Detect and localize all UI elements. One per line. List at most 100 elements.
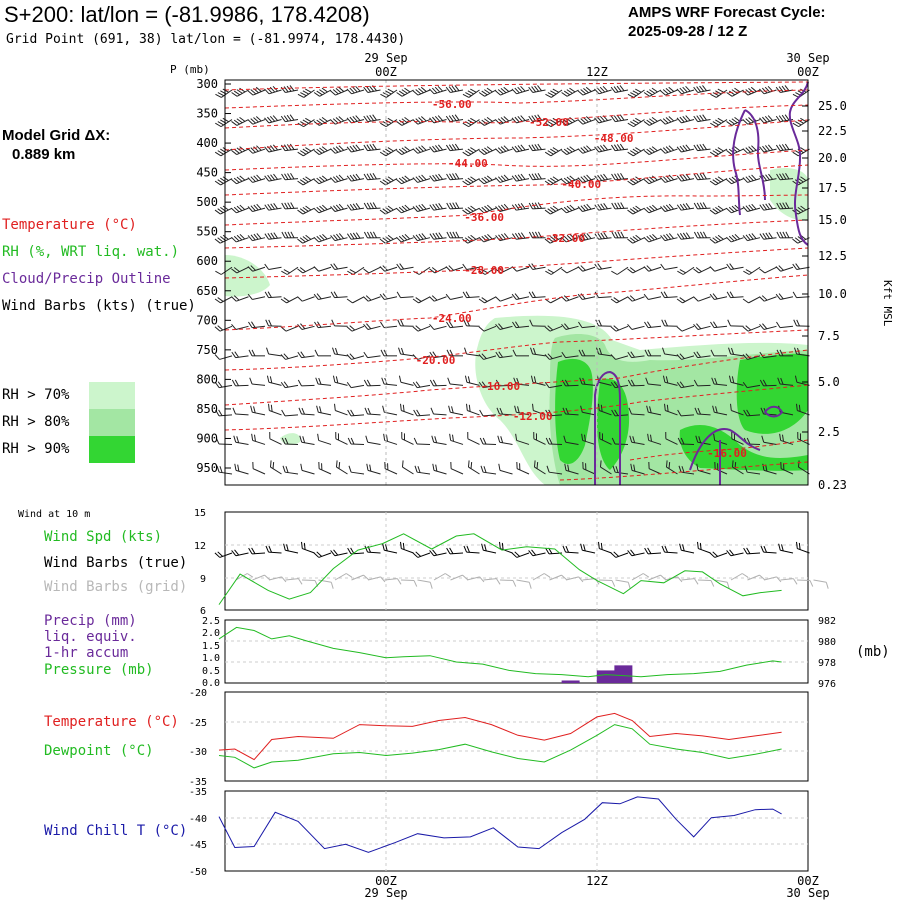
wind-barb xyxy=(511,293,530,300)
temperature-contour-label: -16.00 xyxy=(480,380,520,393)
wind-barb xyxy=(280,381,299,389)
wind-barb xyxy=(413,409,431,417)
wind-barb xyxy=(429,266,447,274)
wind-barb xyxy=(412,145,431,154)
wind-barb xyxy=(214,354,233,360)
wind-barb xyxy=(313,233,332,243)
wind-barb xyxy=(231,379,249,387)
wind-barb xyxy=(445,293,464,300)
wind-barb-10m-grid xyxy=(763,576,782,583)
wind-barb xyxy=(511,203,530,211)
wind-barb-10m-true xyxy=(499,541,513,554)
wind-barb-10m-true xyxy=(726,549,744,557)
wind-barb xyxy=(611,202,629,210)
wind-barb-10m-true xyxy=(231,549,249,557)
wind-barb xyxy=(775,293,794,300)
wind-barb xyxy=(214,296,233,304)
wind-barb-10m-grid xyxy=(796,579,814,587)
wind-barb-10m-true xyxy=(214,551,233,558)
wind-barb xyxy=(462,205,480,215)
wind-barb xyxy=(611,266,629,275)
temperature-contour-label: -32.00 xyxy=(545,232,585,245)
wind-barb xyxy=(742,203,761,213)
wind-barb xyxy=(280,296,299,304)
wind-barb xyxy=(346,85,365,95)
wind-barb xyxy=(792,263,810,270)
pressure-tick-label: 750 xyxy=(196,343,218,357)
wind-barb xyxy=(676,144,695,153)
wind-barbs-upper xyxy=(214,85,810,475)
height-tick-label: 7.5 xyxy=(818,329,840,343)
wind-barb xyxy=(297,296,315,302)
label-pressure: Pressure (mb) xyxy=(44,662,154,678)
wind-barb xyxy=(264,173,282,182)
wind-barb-10m-grid xyxy=(400,579,418,587)
wind-barb xyxy=(643,265,662,272)
wind-barb xyxy=(646,405,662,416)
wind-barb xyxy=(726,204,744,214)
wind-barb-10m-grid xyxy=(565,576,584,583)
pressure-line xyxy=(218,626,782,678)
wind-barb-10m-grid xyxy=(615,579,631,589)
wc-tick-40: -40 xyxy=(189,814,207,825)
wind-barb xyxy=(464,375,480,386)
temperature-contour-label: -56.00 xyxy=(432,98,472,111)
wind-barb xyxy=(269,460,282,475)
wind-barb xyxy=(777,377,794,386)
wind-barb xyxy=(214,381,233,389)
wind-barb xyxy=(331,319,348,327)
wind-barb xyxy=(696,463,711,475)
precip-tick-1.0: 1.0 xyxy=(202,653,220,664)
wind-barb xyxy=(316,405,332,416)
wind-panel-frame xyxy=(224,511,809,611)
wind-barb xyxy=(478,116,497,126)
wind-barb xyxy=(446,231,464,239)
rh70-region-small xyxy=(280,433,301,446)
pressure-tick-label: 950 xyxy=(196,461,218,475)
height-axis-title: Kft MSL xyxy=(881,280,894,327)
wind-barb-10m-grid xyxy=(318,579,334,589)
wind-barbs-true-row xyxy=(214,541,810,558)
pressure-tick-980: 980 xyxy=(818,637,836,648)
wind-barb xyxy=(661,319,678,327)
wind-barb xyxy=(347,437,365,445)
wind-barb-10m-true xyxy=(347,547,365,555)
rh70-region-upper-right xyxy=(770,168,808,221)
pressure-tick-label: 900 xyxy=(196,431,218,445)
grid-point-label: Grid Point (691, 38) lat/lon = (-81.9974… xyxy=(6,32,406,47)
legend-cloud: Cloud/Precip Outline xyxy=(2,271,171,287)
wind-barb xyxy=(561,146,579,156)
wind-barb xyxy=(693,172,711,181)
wind-barb xyxy=(544,353,563,360)
wind-barb xyxy=(429,232,447,240)
wind-barb xyxy=(445,265,464,272)
wind-barb xyxy=(297,117,315,128)
wind-barb xyxy=(677,437,695,445)
wind-barb xyxy=(516,461,530,475)
wind-barb xyxy=(727,319,744,327)
wind-barb xyxy=(563,435,579,445)
wind-barb xyxy=(449,433,464,445)
cloud-outline-upper xyxy=(788,81,809,246)
wind-barb-10m-true xyxy=(661,545,678,554)
wind-barb xyxy=(577,86,596,96)
rh90-region-b xyxy=(596,378,630,470)
cross-section-frame xyxy=(224,79,809,486)
wind-barb xyxy=(317,433,332,445)
wind-barb xyxy=(726,87,744,97)
wind-barb xyxy=(247,293,266,300)
wind-barb xyxy=(281,437,299,445)
wind-barb xyxy=(447,377,464,386)
wind-barb xyxy=(445,85,464,93)
wind-barb xyxy=(412,325,431,332)
wind-barb-10m-true xyxy=(644,547,662,555)
wind-barb-10m-grid xyxy=(450,574,468,581)
wind-barb xyxy=(396,116,414,126)
wind-barb xyxy=(315,377,332,386)
wind-barb xyxy=(759,144,777,153)
wind-barb xyxy=(497,435,513,445)
wind-barb xyxy=(363,379,381,387)
wind-barb xyxy=(478,325,497,332)
wind-barb xyxy=(776,172,794,181)
